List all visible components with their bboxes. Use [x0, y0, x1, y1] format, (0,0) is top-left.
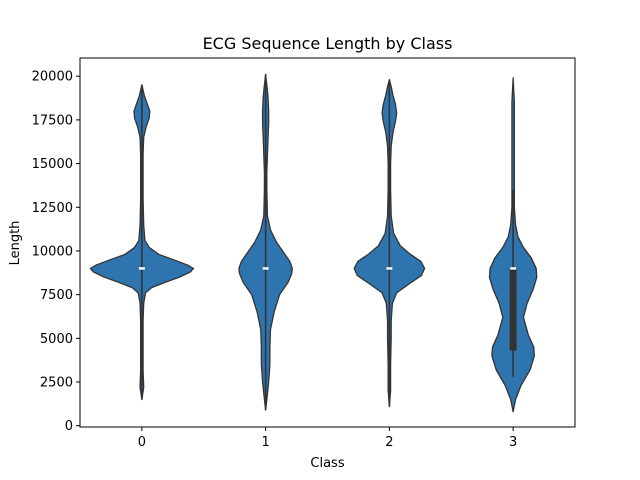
plot-frame	[79, 57, 576, 428]
x-tick-label: 2	[385, 435, 393, 450]
y-tick-label: 20000	[32, 70, 73, 85]
y-tick-label: 12500	[32, 201, 73, 216]
violin-median-class-1	[262, 267, 269, 270]
y-axis-ticks: 0 2500 5000 7500 10000 12500 15000 17500 20000	[32, 70, 80, 434]
y-tick-label: 0	[65, 419, 73, 434]
y-axis-label: Length	[8, 221, 23, 266]
violins-layer	[89, 73, 538, 413]
violin-iqr-box-class-3	[509, 268, 517, 351]
violin-median-class-2	[386, 267, 393, 270]
y-tick-label: 15000	[32, 157, 73, 172]
violin-median-class-3	[510, 267, 517, 270]
violin-median-class-0	[138, 267, 145, 270]
y-tick-label: 2500	[40, 376, 73, 391]
y-tick-label: 10000	[32, 244, 73, 259]
x-tick-label: 0	[138, 435, 146, 450]
y-tick-label: 7500	[40, 288, 73, 303]
chart-title: ECG Sequence Length by Class	[203, 34, 453, 53]
x-tick-label: 3	[509, 435, 517, 450]
y-tick-label: 17500	[32, 113, 73, 128]
x-axis-label: Class	[310, 456, 344, 471]
plot-background	[80, 58, 575, 427]
x-tick-label: 1	[261, 435, 269, 450]
x-axis-ticks: 0 1 2 3	[138, 427, 517, 450]
y-tick-label: 5000	[40, 332, 73, 347]
